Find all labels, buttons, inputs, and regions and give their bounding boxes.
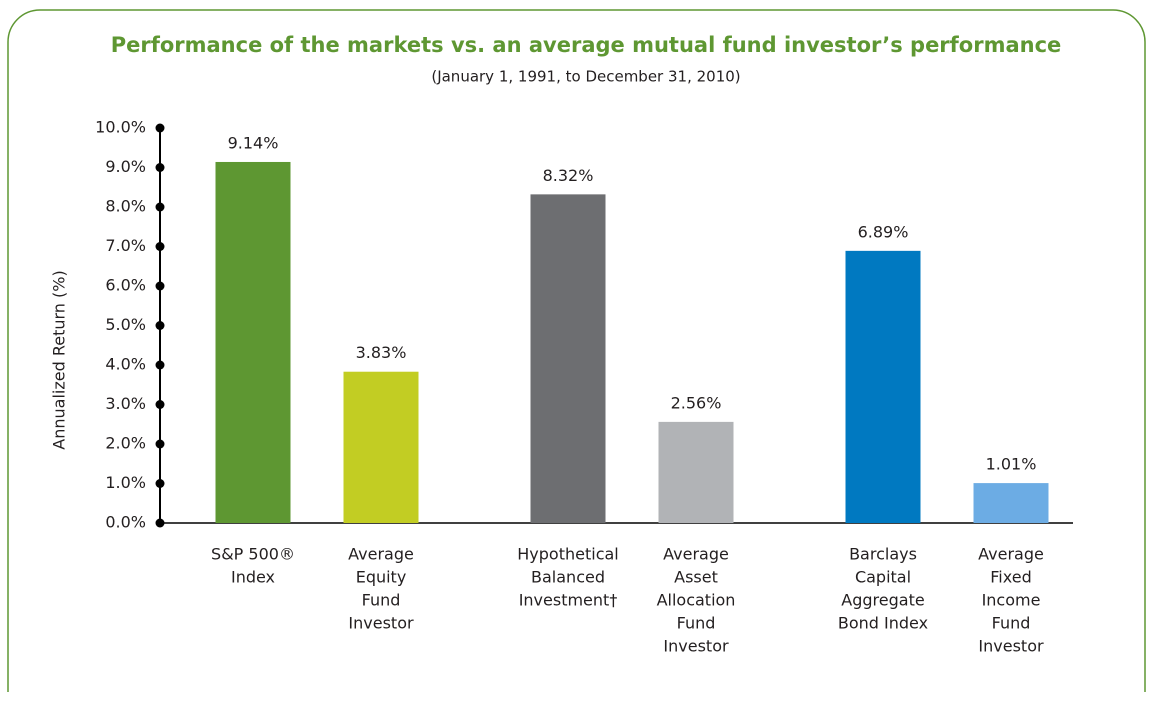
x-tick-label: Income xyxy=(982,591,1041,610)
y-tick-label: 3.0% xyxy=(105,394,146,413)
x-tick-label: Investor xyxy=(978,637,1044,656)
x-tick-label: Aggregate xyxy=(841,591,924,610)
x-tick-label: Fund xyxy=(992,614,1031,633)
x-tick-label: Fund xyxy=(362,591,401,610)
x-tick-label: Average xyxy=(348,545,414,564)
tick-dot xyxy=(155,123,165,133)
bar xyxy=(845,250,921,523)
tick-dot xyxy=(155,321,165,330)
bar xyxy=(215,161,291,523)
tick-dot xyxy=(155,439,165,449)
x-tick-label: Investor xyxy=(663,637,729,656)
x-tick-label: Index xyxy=(231,568,275,587)
bar xyxy=(343,371,419,523)
y-tick-label: 2.0% xyxy=(105,434,146,453)
x-tick-label: Balanced xyxy=(531,568,605,587)
y-tick-label: 1.0% xyxy=(105,473,146,492)
y-tick-label: 5.0% xyxy=(105,315,146,334)
x-tick-label: Asset xyxy=(674,568,718,587)
tick-dot xyxy=(155,479,165,488)
y-tick-label: 9.0% xyxy=(105,157,146,176)
y-axis-label: Annualized Return (%) xyxy=(50,270,69,449)
value-label: 3.83% xyxy=(356,343,407,362)
y-tick-label: 10.0% xyxy=(95,118,146,137)
x-tick-label: Hypothetical xyxy=(517,545,618,564)
x-tick-label: Fixed xyxy=(990,568,1031,587)
x-tick-label: Capital xyxy=(855,568,911,587)
tick-dot xyxy=(155,242,165,251)
x-tick-label: Average xyxy=(978,545,1044,564)
x-tick-label: Barclays xyxy=(849,545,917,564)
x-tick-label: Allocation xyxy=(657,591,736,610)
bar xyxy=(973,483,1049,523)
value-label: 8.32% xyxy=(543,166,594,185)
y-tick-label: 7.0% xyxy=(105,236,146,255)
x-tick-label: Bond Index xyxy=(838,614,928,633)
tick-dot xyxy=(155,518,165,528)
tick-dot xyxy=(155,163,165,172)
value-label: 1.01% xyxy=(986,455,1037,474)
y-tick-label: 4.0% xyxy=(105,355,146,374)
y-tick-label: 0.0% xyxy=(105,513,146,532)
tick-dot xyxy=(155,281,165,291)
bar xyxy=(530,194,606,524)
tick-dot xyxy=(155,400,165,409)
y-tick-label: 8.0% xyxy=(105,197,146,216)
chart-title: Performance of the markets vs. an averag… xyxy=(111,33,1062,57)
y-tick-label: 6.0% xyxy=(105,276,146,295)
chart-subtitle: (January 1, 1991, to December 31, 2010) xyxy=(431,68,740,86)
bar xyxy=(658,421,734,523)
tick-dot xyxy=(155,202,165,212)
x-tick-label: Investment† xyxy=(519,591,618,610)
x-tick-label: S&P 500® xyxy=(211,545,295,564)
value-label: 6.89% xyxy=(858,222,909,241)
value-label: 9.14% xyxy=(228,133,279,152)
frame xyxy=(7,9,1146,692)
x-tick-label: Equity xyxy=(356,568,407,587)
value-label: 2.56% xyxy=(671,393,722,412)
x-tick-label: Average xyxy=(663,545,729,564)
x-tick-label: Investor xyxy=(348,614,414,633)
x-tick-label: Fund xyxy=(677,614,716,633)
tick-dot xyxy=(155,360,165,370)
